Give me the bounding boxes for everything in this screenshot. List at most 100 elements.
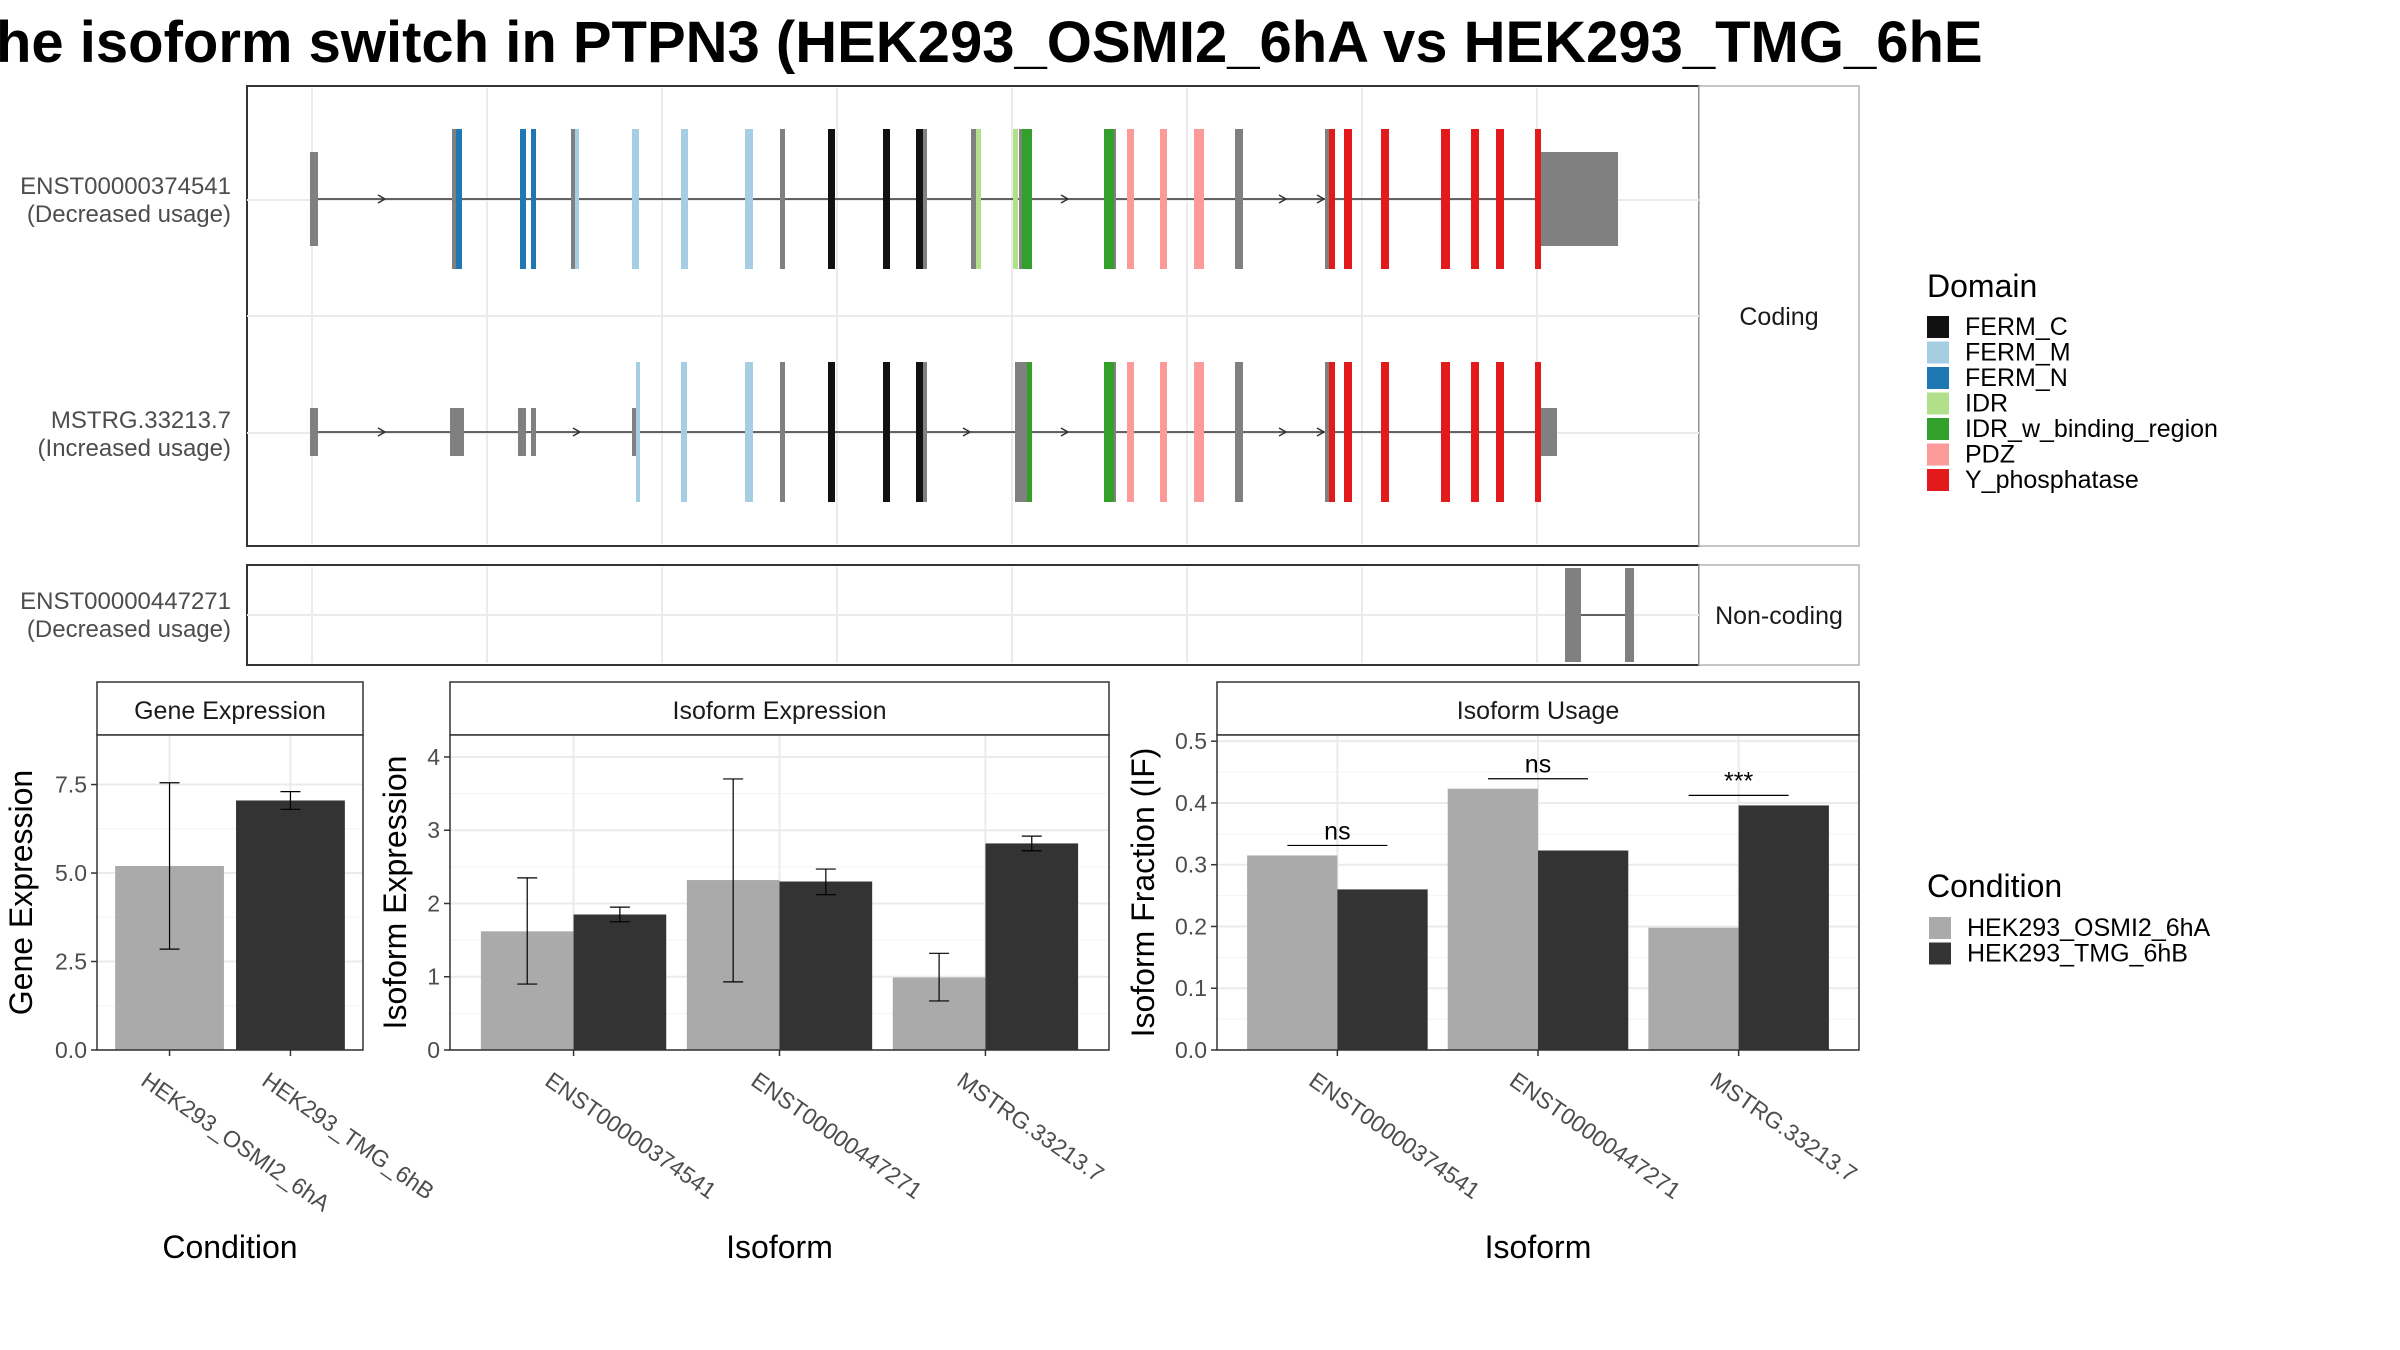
exon-FERM_C (883, 129, 890, 269)
x-tick-label: ENST00000374541 (1305, 1067, 1485, 1204)
exon-exon (780, 362, 785, 502)
legend-key-idr (1927, 392, 1949, 415)
exon-FERM_M (632, 129, 639, 269)
legend-key-ferm-c (1927, 316, 1949, 338)
x-tick-label: ENST00000447271 (747, 1067, 927, 1204)
exon-Y_phosphatase (1535, 362, 1541, 502)
y-tick-label: 0.1 (1175, 975, 1207, 1001)
gene-expression-panel: Gene Expression0.02.55.07.5HEK293_OSMI2_… (3, 681, 439, 1265)
x-axis-title: Isoform (726, 1229, 833, 1265)
exon-Y_phosphatase (1381, 362, 1389, 502)
exon-FERM_M (745, 362, 753, 502)
x-axis-title: Isoform (1485, 1229, 1592, 1265)
x-axis-title: Condition (162, 1229, 297, 1265)
y-tick-label: 2 (427, 890, 440, 916)
exon-FERM_C (828, 129, 835, 269)
exon-Y_phosphatase (1471, 362, 1479, 502)
legend-key-idr-w-binding-region (1927, 418, 1949, 440)
legend-key-pdz (1927, 443, 1949, 466)
exon-exon (1114, 362, 1116, 502)
exon-IDR (976, 129, 981, 269)
exon-exon (971, 129, 976, 269)
panel-title: Gene Expression (134, 697, 326, 725)
exon-utr (518, 408, 526, 456)
exon-FERM_N (520, 129, 526, 269)
exon-utr (1541, 152, 1618, 246)
legend-key-ferm-m (1927, 341, 1949, 364)
exon-utr (310, 408, 318, 456)
strand-arrow (377, 427, 387, 437)
exon-utr (1541, 408, 1557, 456)
transcript-1-id: ENST00000374541 (20, 173, 231, 200)
bar-hek293-tmg-6hb (573, 914, 667, 1050)
strand-arrow (1278, 194, 1288, 204)
exon-FERM_C (916, 129, 923, 269)
legend-label-idr-w-binding-region: IDR_w_binding_region (1965, 415, 2218, 443)
y-tick-label: 3 (427, 817, 440, 843)
exon-exon (1235, 362, 1243, 502)
exon-PDZ (1127, 129, 1134, 269)
x-tick-label: ENST00000374541 (541, 1067, 721, 1204)
exon-FERM_C (916, 362, 923, 502)
transcript-3-usage: (Decreased usage) (27, 616, 231, 643)
panel-strip (96, 681, 364, 736)
exon-exon (1325, 362, 1329, 502)
exon-Y_phosphatase (1344, 362, 1352, 502)
legend-label-hek293-tmg-6hb: HEK293_TMG_6hB (1967, 940, 2188, 968)
exon-utr (531, 408, 536, 456)
strand-arrow (1060, 427, 1070, 437)
significance-label: ns (1324, 817, 1350, 845)
exon-Y_phosphatase (1344, 129, 1352, 269)
transcript-3-id: ENST00000447271 (20, 588, 231, 615)
panel-title: Isoform Usage (1457, 697, 1620, 725)
transcript-2-id: MSTRG.33213.7 (51, 407, 231, 434)
y-tick-label: 0.3 (1175, 852, 1207, 878)
strand-arrow (572, 427, 582, 437)
domain-legend: Domain FERM_CFERM_MFERM_NIDRIDR_w_bindin… (1927, 268, 2218, 494)
exon-Y_phosphatase (1496, 129, 1504, 269)
exon-exon (1235, 129, 1243, 269)
legend-key-y-phosphatase (1927, 469, 1949, 491)
exon-noncoding (1625, 568, 1634, 662)
exon-IDR_w_binding_region (1027, 362, 1032, 502)
exon-exon (1015, 362, 1027, 502)
bar-hek293-tmg-6hb (1738, 805, 1829, 1050)
exon-FERM_M (575, 129, 579, 269)
exon-PDZ (1194, 362, 1204, 502)
bar-hek293-tmg-6hb (985, 843, 1079, 1050)
transcript-1-usage: (Decreased usage) (27, 201, 231, 228)
y-tick-label: 0.4 (1175, 790, 1207, 816)
exon-FERM_M (681, 129, 688, 269)
exon-exon (452, 129, 457, 269)
y-tick-label: 1 (427, 964, 440, 990)
bar-hek293-tmg-6hb (1538, 850, 1629, 1050)
x-tick-label: MSTRG.33213.7 (953, 1067, 1109, 1187)
exon-exon (571, 129, 575, 269)
exon-noncoding (1565, 568, 1581, 662)
exon-FERM_C (828, 362, 835, 502)
exon-FERM_M (636, 362, 640, 502)
bar-hek293-osmi2-6ha (1447, 788, 1538, 1050)
bar-hek293-tmg-6hb (236, 800, 345, 1050)
strand-arrow (377, 194, 387, 204)
exon-PDZ (1160, 362, 1167, 502)
panel-border (96, 734, 364, 1051)
y-tick-label: 0.0 (1175, 1037, 1207, 1063)
noncoding-facet-label: Non-coding (1715, 602, 1843, 630)
exon-Y_phosphatase (1496, 362, 1504, 502)
strand-arrow (1060, 194, 1070, 204)
legend-label-hek293-osmi2-6ha: HEK293_OSMI2_6hA (1967, 914, 2211, 942)
y-tick-label: 0.2 (1175, 913, 1207, 939)
exon-FERM_N (531, 129, 536, 269)
exon-Y_phosphatase (1441, 362, 1450, 502)
panel-border (449, 734, 1110, 1051)
exon-FERM_N (456, 129, 462, 269)
x-tick-label: MSTRG.33213.7 (1706, 1067, 1862, 1187)
y-tick-label: 4 (427, 744, 440, 770)
panel-strip (449, 681, 1110, 736)
legend-key-hek293-tmg-6hb (1929, 942, 1951, 965)
bar-hek293-tmg-6hb (1337, 889, 1428, 1050)
isoform-expression-panel: Isoform Expression 0 1 2 3 4 ENST00000374541 EN… (377, 681, 1110, 1265)
